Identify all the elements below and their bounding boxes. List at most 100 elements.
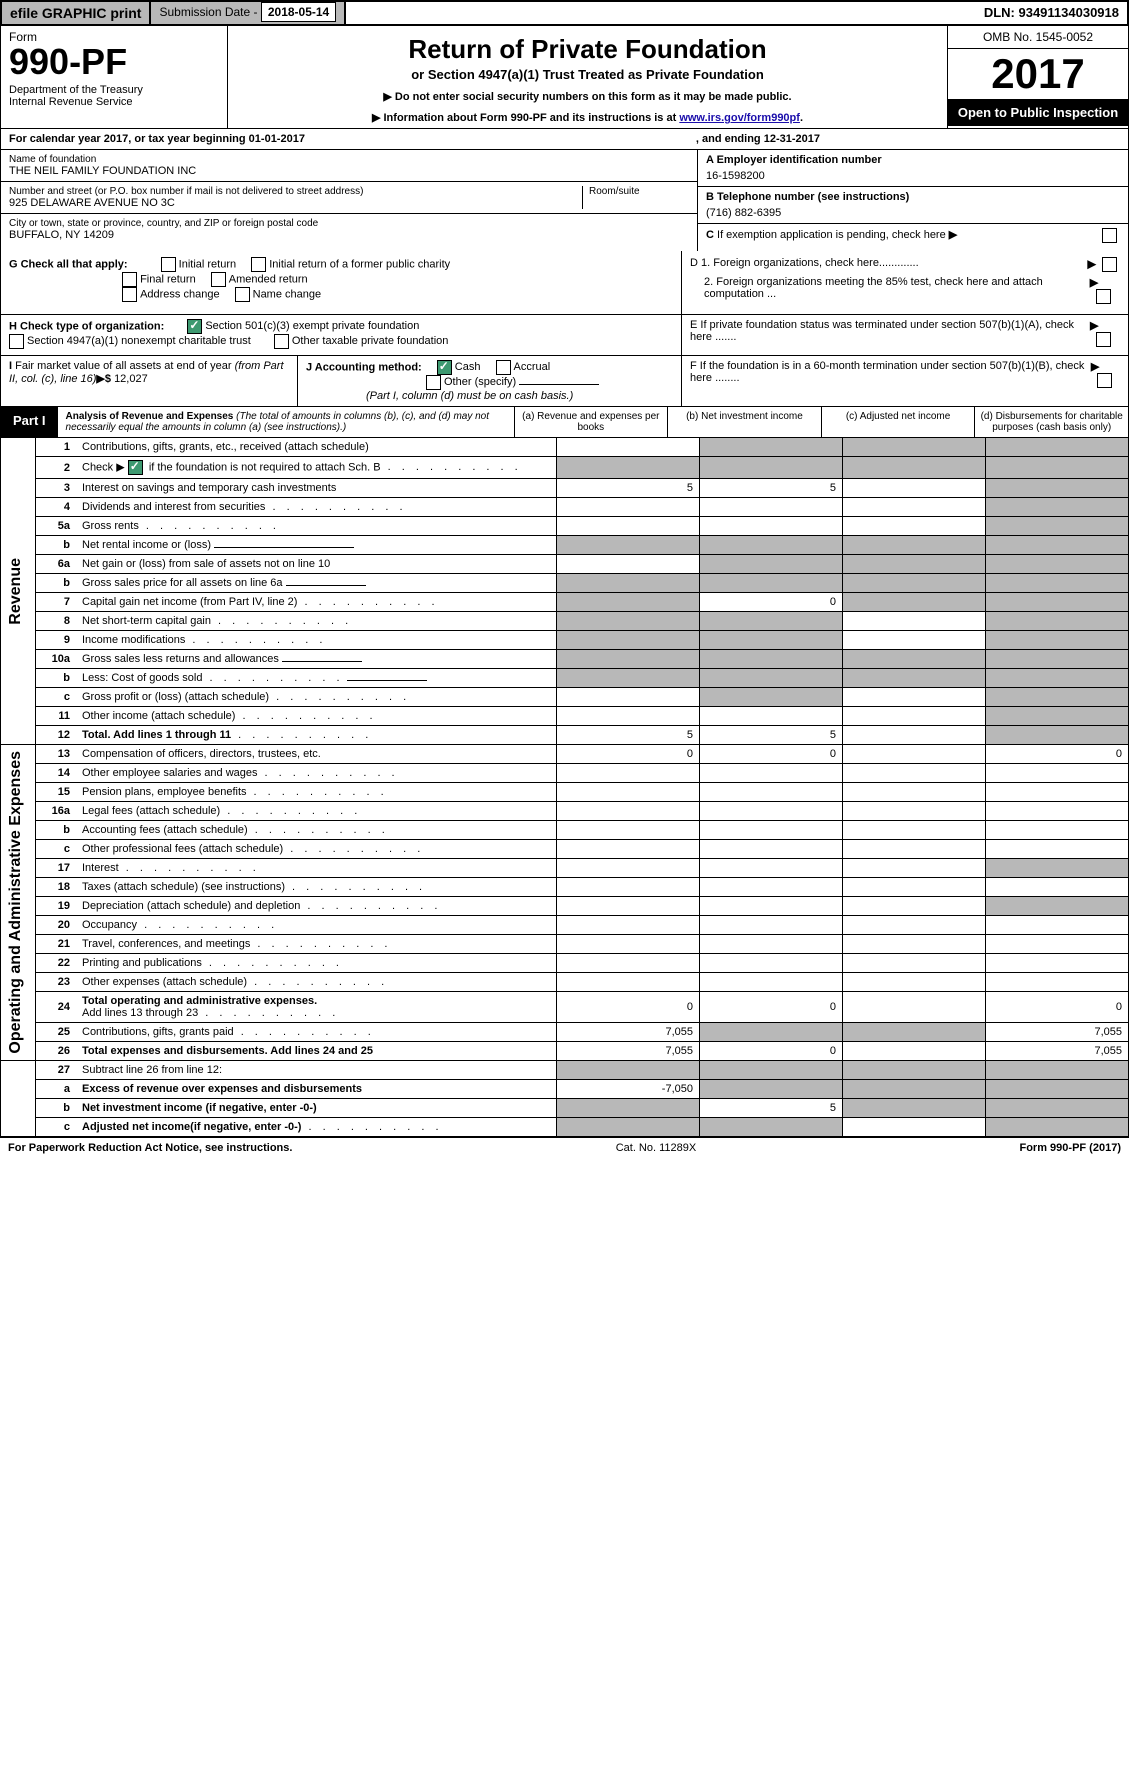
checkbox-other-taxable[interactable] [274, 334, 289, 349]
d1-label: D 1. Foreign organizations, check here..… [690, 257, 919, 269]
revenue-expense-table: Revenue 1Contributions, gifts, grants, e… [0, 438, 1129, 1137]
row-27a: Excess of revenue over expenses and disb… [76, 1080, 557, 1099]
instructions-link[interactable]: www.irs.gov/form990pf [679, 112, 800, 124]
row-10c: Gross profit or (loss) (attach schedule) [76, 688, 557, 707]
checkbox-f[interactable] [1097, 373, 1112, 388]
name-label: Name of foundation [9, 154, 689, 165]
foundation-name: THE NEIL FAMILY FOUNDATION INC [9, 165, 689, 177]
note-2: ▶ Information about Form 990-PF and its … [236, 111, 939, 124]
checkbox-d2[interactable] [1096, 289, 1111, 304]
city-state-zip: BUFFALO, NY 14209 [9, 229, 689, 241]
checkbox-other-method[interactable] [426, 375, 441, 390]
row-6a: Net gain or (loss) from sale of assets n… [76, 555, 557, 574]
submission-date: Submission Date - 2018-05-14 [151, 2, 346, 24]
d2-label: 2. Foreign organizations meeting the 85%… [690, 276, 1090, 300]
checkbox-4947[interactable] [9, 334, 24, 349]
dln-label: DLN: 93491134030918 [976, 2, 1127, 24]
row-19: Depreciation (attach schedule) and deple… [76, 897, 557, 916]
row-24: Total operating and administrative expen… [76, 992, 557, 1023]
note-1: ▶ Do not enter social security numbers o… [236, 90, 939, 103]
row-2: Check ▶ if the foundation is not require… [76, 457, 557, 479]
tax-year: 2017 [948, 49, 1128, 99]
row-17: Interest [76, 859, 557, 878]
footer: For Paperwork Reduction Act Notice, see … [0, 1137, 1129, 1158]
row-14: Other employee salaries and wages [76, 764, 557, 783]
footer-mid: Cat. No. 11289X [616, 1142, 697, 1154]
row-12: Total. Add lines 1 through 11 [76, 726, 557, 745]
checkbox-cash[interactable] [437, 360, 452, 375]
row-20: Occupancy [76, 916, 557, 935]
h-label: H Check type of organization: [9, 320, 164, 332]
ein-value: 16-1598200 [706, 170, 1120, 182]
ij-row: I Fair market value of all assets at end… [0, 356, 1129, 407]
form-header: Form 990-PF Department of the Treasury I… [0, 26, 1129, 129]
row-10b: Less: Cost of goods sold [76, 669, 557, 688]
j-label: J Accounting method: [306, 361, 422, 373]
open-public-label: Open to Public Inspection [948, 99, 1128, 126]
h-row: H Check type of organization: Section 50… [0, 315, 1129, 356]
checkbox-e[interactable] [1096, 332, 1111, 347]
col-d-header: (d) Disbursements for charitable purpose… [974, 407, 1128, 437]
irs-label: Internal Revenue Service [9, 96, 219, 108]
room-label: Room/suite [589, 186, 689, 197]
checkbox-initial-former[interactable] [251, 257, 266, 272]
row-16c: Other professional fees (attach schedule… [76, 840, 557, 859]
row-16b: Accounting fees (attach schedule) [76, 821, 557, 840]
city-label: City or town, state or province, country… [9, 218, 689, 229]
form-subtitle: or Section 4947(a)(1) Trust Treated as P… [236, 67, 939, 82]
efile-label: efile GRAPHIC print [2, 2, 151, 24]
checks-block: G Check all that apply: Initial return I… [0, 251, 1129, 315]
footer-left: For Paperwork Reduction Act Notice, see … [8, 1142, 292, 1154]
entity-block: Name of foundationTHE NEIL FAMILY FOUNDA… [0, 150, 1129, 251]
part1-header: Part I Analysis of Revenue and Expenses … [0, 407, 1129, 438]
part1-title: Analysis of Revenue and Expenses [66, 411, 234, 422]
row-6b: Gross sales price for all assets on line… [76, 574, 557, 593]
row-23: Other expenses (attach schedule) [76, 973, 557, 992]
row-15: Pension plans, employee benefits [76, 783, 557, 802]
row-8: Net short-term capital gain [76, 612, 557, 631]
row-9: Income modifications [76, 631, 557, 650]
checkbox-address-change[interactable] [122, 287, 137, 302]
revenue-side-label: Revenue [7, 558, 25, 625]
row-27c: Adjusted net income(if negative, enter -… [76, 1118, 557, 1137]
row-5a: Gross rents [76, 517, 557, 536]
part1-label: Part I [1, 407, 58, 437]
row-1: Contributions, gifts, grants, etc., rece… [76, 438, 557, 457]
checkbox-c[interactable] [1102, 228, 1117, 243]
row-22: Printing and publications [76, 954, 557, 973]
row-5b: Net rental income or (loss) [76, 536, 557, 555]
calendar-year-row: For calendar year 2017, or tax year begi… [0, 129, 1129, 150]
footer-right: Form 990-PF (2017) [1019, 1142, 1121, 1154]
col-c-header: (c) Adjusted net income [821, 407, 975, 437]
row-21: Travel, conferences, and meetings [76, 935, 557, 954]
checkbox-amended[interactable] [211, 272, 226, 287]
g-label: G Check all that apply: [9, 258, 128, 270]
expenses-side-label: Operating and Administrative Expenses [7, 751, 25, 1054]
row-7: Capital gain net income (from Part IV, l… [76, 593, 557, 612]
row-10a: Gross sales less returns and allowances [76, 650, 557, 669]
checkbox-name-change[interactable] [235, 287, 250, 302]
row-27: Subtract line 26 from line 12: [76, 1061, 557, 1080]
c-label: If exemption application is pending, che… [717, 229, 946, 241]
checkbox-sch-b[interactable] [128, 460, 143, 475]
checkbox-accrual[interactable] [496, 360, 511, 375]
checkbox-initial-return[interactable] [161, 257, 176, 272]
row-25: Contributions, gifts, grants paid [76, 1023, 557, 1042]
col-a-header: (a) Revenue and expenses per books [514, 407, 668, 437]
row-11: Other income (attach schedule) [76, 707, 557, 726]
col-b-header: (b) Net investment income [667, 407, 821, 437]
row-3: Interest on savings and temporary cash i… [76, 479, 557, 498]
checkbox-final-return[interactable] [122, 272, 137, 287]
checkbox-d1[interactable] [1102, 257, 1117, 272]
phone-label: B Telephone number (see instructions) [706, 191, 909, 203]
omb-number: OMB No. 1545-0052 [948, 26, 1128, 49]
street-label: Number and street (or P.O. box number if… [9, 186, 582, 197]
street-address: 925 DELAWARE AVENUE NO 3C [9, 197, 582, 209]
row-18: Taxes (attach schedule) (see instruction… [76, 878, 557, 897]
j-note: (Part I, column (d) must be on cash basi… [366, 390, 573, 402]
dept-label: Department of the Treasury [9, 84, 219, 96]
f-label: F If the foundation is in a 60-month ter… [690, 360, 1091, 384]
checkbox-501c3[interactable] [187, 319, 202, 334]
row-16a: Legal fees (attach schedule) [76, 802, 557, 821]
i-value: 12,027 [114, 373, 148, 385]
